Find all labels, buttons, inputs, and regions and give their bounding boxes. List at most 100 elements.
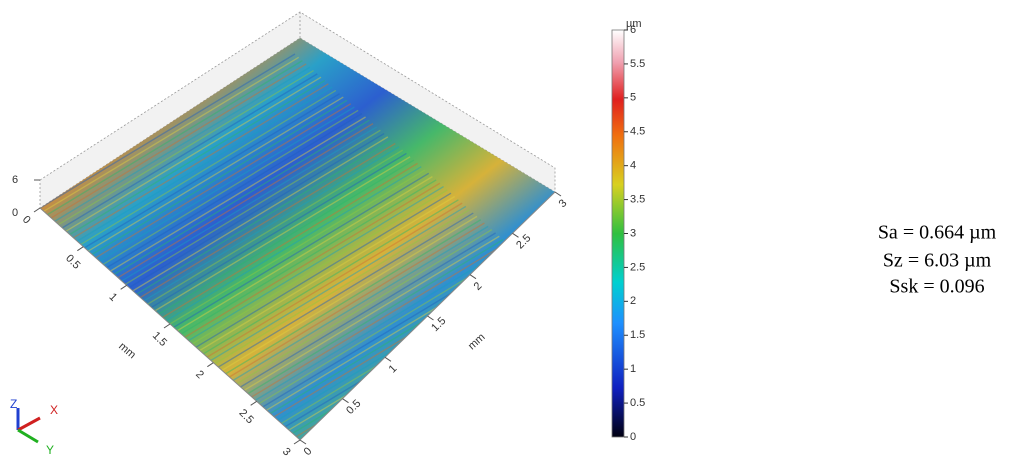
y-axis-label: mm	[466, 331, 488, 352]
ridge	[206, 202, 463, 358]
y-tick	[469, 274, 477, 280]
ridge	[65, 76, 322, 232]
colorbar-tick-label: 5.5	[630, 58, 645, 70]
ridge	[139, 142, 396, 299]
ridge	[121, 126, 378, 282]
ridge	[95, 103, 352, 259]
ridge	[113, 119, 370, 275]
ridge	[232, 225, 489, 381]
colorbar-tick-label: 5	[630, 92, 636, 104]
ridge	[125, 129, 381, 285]
ridge	[162, 162, 418, 318]
ridge	[80, 89, 337, 246]
colorbar	[611, 29, 625, 438]
x-axis-label: mm	[116, 340, 138, 361]
y-tick	[512, 232, 519, 238]
ridge	[87, 96, 344, 252]
ridge	[84, 93, 340, 249]
colorbar-tick-label: 3.5	[630, 193, 645, 205]
triad-label: Z	[10, 397, 17, 411]
y-tick-label: 0.5	[344, 398, 363, 417]
colorbar-tick-label: 2.5	[630, 261, 645, 273]
x-tick	[163, 323, 171, 329]
stat: Sz = 6.03 µm	[883, 250, 992, 272]
colorbar-tick-label: 3	[630, 227, 636, 239]
ridge	[173, 172, 430, 328]
ridge	[61, 73, 318, 229]
ridge	[117, 123, 374, 279]
x-tick	[250, 400, 257, 406]
x-tick-label: 2	[193, 368, 206, 381]
ridge	[195, 192, 452, 348]
colorbar-tick-label: 1.5	[630, 329, 645, 341]
y-tick-label: 1.5	[429, 315, 448, 334]
ridge	[76, 86, 333, 242]
y-tick	[427, 315, 434, 321]
ridge	[251, 242, 508, 398]
ridge	[236, 229, 493, 385]
ridge	[69, 79, 326, 236]
ridge	[165, 166, 422, 322]
ridge	[229, 222, 485, 378]
y-tick	[299, 439, 307, 445]
stat: Ssk = 0.096	[889, 276, 984, 298]
ridge	[40, 53, 296, 209]
ridge	[247, 239, 504, 395]
ridge	[199, 195, 456, 352]
x-tick-label: 0	[20, 214, 33, 227]
ridge	[255, 245, 511, 401]
colorbar-tick-label: 0	[630, 431, 636, 443]
ridge	[243, 235, 500, 391]
x-tick-label: 1	[106, 291, 119, 304]
colorbar-tick-label: 4.5	[630, 126, 645, 138]
x-tick-label: 2.5	[236, 407, 255, 426]
ridge	[151, 152, 407, 309]
surface-texture	[40, 53, 552, 438]
ridge	[106, 113, 363, 269]
ridge	[50, 63, 307, 219]
triad-label: X	[50, 403, 58, 417]
x-tick-label: 0.5	[63, 252, 82, 271]
ridge	[136, 139, 392, 295]
y-tick-label: 3	[557, 197, 570, 210]
colorbar-tick-label: 1	[630, 363, 636, 375]
y-tick	[342, 398, 349, 404]
ridge	[132, 136, 389, 292]
ridge	[128, 132, 385, 289]
ridge	[47, 60, 303, 216]
ridge	[58, 69, 314, 226]
colorbar-tick-label: 0.5	[630, 397, 645, 409]
x-tick-label: 1.5	[150, 330, 169, 349]
colorbar-tick-label: 6	[630, 24, 636, 36]
ridge	[225, 219, 482, 375]
colorbar-unit: µm	[626, 18, 642, 30]
ridge	[240, 232, 496, 388]
ridge	[158, 159, 415, 315]
x-tick	[207, 362, 214, 368]
ridge	[143, 146, 400, 302]
ridge	[154, 156, 411, 312]
stat: Sa = 0.664 µm	[878, 222, 997, 244]
ridge	[191, 189, 448, 345]
ridge	[188, 185, 444, 342]
x-tick-label: 3	[280, 446, 293, 457]
x-tick	[77, 246, 84, 252]
ridge	[177, 176, 433, 332]
ridge	[102, 109, 359, 265]
ridge	[99, 106, 355, 262]
ridge	[221, 215, 478, 371]
ridge	[110, 116, 366, 272]
x-tick	[120, 284, 127, 290]
axis-triad: Z X Y	[10, 397, 58, 457]
y-tick-label: 0	[302, 445, 315, 457]
y-tick	[554, 191, 562, 197]
ridge	[217, 212, 474, 368]
ridge	[169, 169, 426, 325]
ridge	[147, 149, 404, 305]
ridge	[180, 179, 437, 335]
x-tick	[33, 207, 41, 213]
colorbar-tick-label: 4	[630, 160, 636, 172]
y-tick	[384, 356, 392, 362]
y-tick-label: 2.5	[514, 232, 533, 251]
